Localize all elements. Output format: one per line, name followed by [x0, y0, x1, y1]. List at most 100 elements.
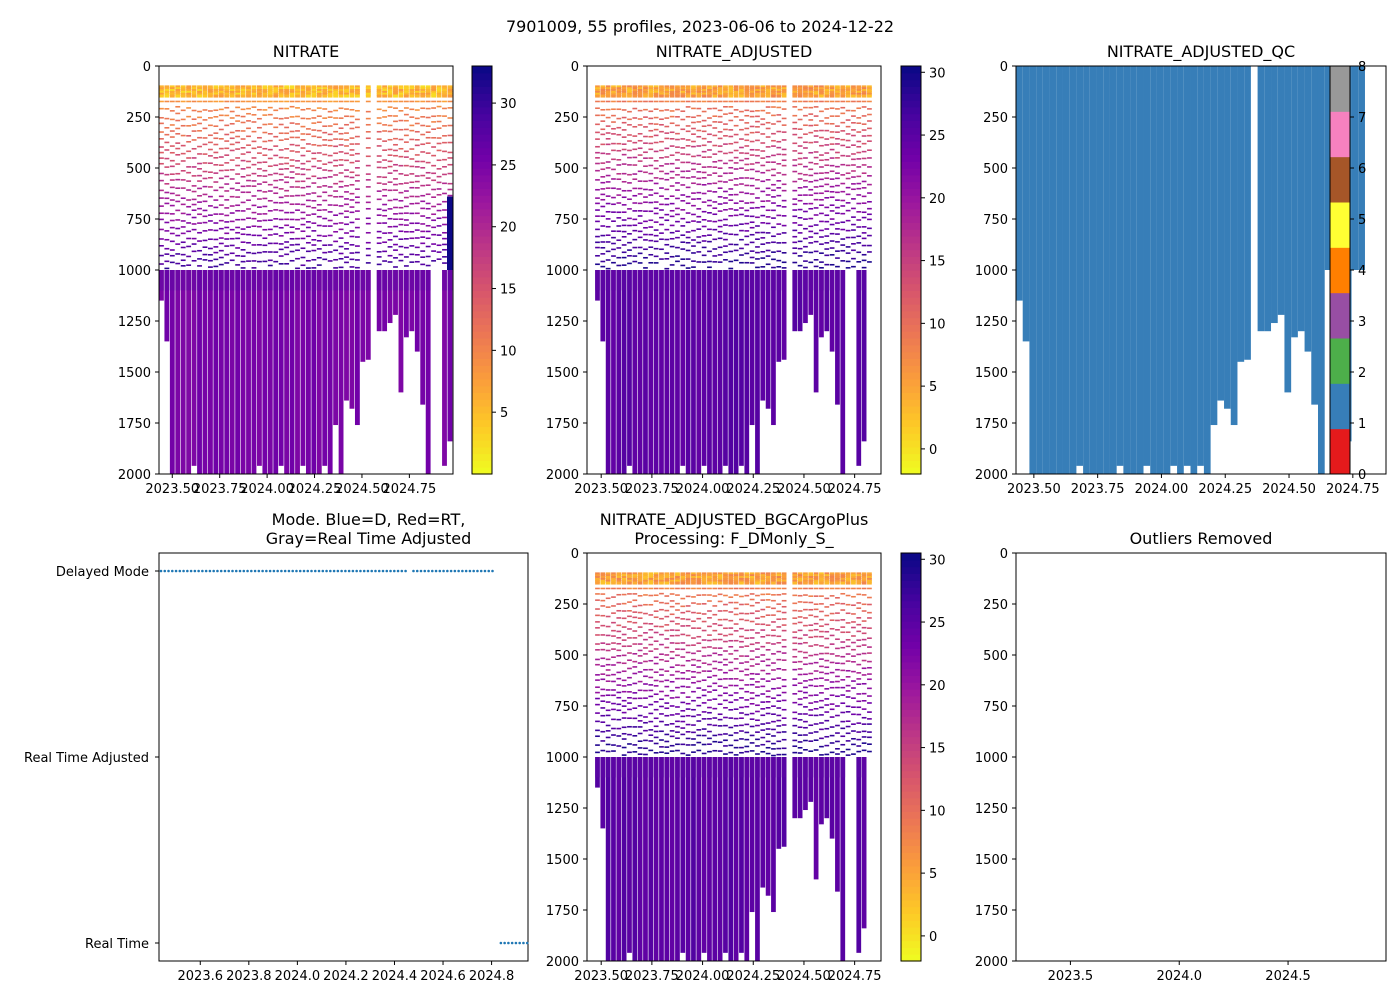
mid-sample [675, 749, 680, 752]
surface-sample [696, 572, 702, 576]
mid-sample [284, 195, 290, 197]
surface-sample [707, 90, 712, 94]
surface-sample [851, 90, 856, 94]
surface-sample [447, 87, 453, 91]
qc-profile-bar [1116, 66, 1124, 466]
mid-sample [781, 100, 787, 103]
mid-sample [744, 114, 750, 117]
mid-sample [648, 135, 654, 138]
mid-sample [669, 620, 675, 623]
mid-sample [305, 107, 311, 110]
mid-sample [605, 202, 611, 205]
deep-profile-top [840, 757, 846, 778]
mid-sample [229, 131, 235, 134]
mid-sample [164, 202, 170, 205]
mid-sample [605, 680, 611, 683]
y-tick-label: 0 [143, 60, 151, 75]
surface-sample [701, 577, 707, 581]
mid-sample [643, 267, 648, 269]
mid-sample [749, 587, 755, 590]
qc-profile-bar [1170, 66, 1178, 466]
surface-sample [685, 576, 691, 580]
mid-sample [218, 249, 224, 252]
surface-sample [749, 94, 755, 98]
mid-sample [344, 175, 349, 178]
mid-sample [648, 239, 654, 242]
mid-sample [393, 183, 398, 186]
mid-sample [632, 125, 638, 128]
mid-sample [717, 618, 723, 621]
mid-sample [213, 115, 219, 118]
mid-sample [627, 652, 632, 654]
mid-sample [749, 233, 755, 236]
mode-point [522, 941, 525, 945]
colorbar-gradient-step [901, 419, 921, 427]
surface-sample [300, 94, 306, 98]
x-tick-label: 2023.6 [178, 969, 224, 984]
surface-sample [643, 85, 648, 89]
mid-sample [760, 150, 766, 152]
surface-sample [273, 92, 279, 96]
mid-sample [600, 688, 606, 691]
mid-sample [813, 707, 819, 710]
mid-sample [776, 100, 782, 103]
mid-sample [164, 197, 170, 200]
mid-sample [659, 601, 664, 604]
mid-sample [246, 199, 251, 202]
mid-sample [829, 196, 835, 199]
mid-sample [771, 235, 776, 238]
mid-sample [164, 166, 170, 168]
mid-sample [197, 122, 202, 125]
mid-sample [322, 176, 328, 179]
surface-sample [632, 87, 638, 91]
surface-sample [627, 579, 632, 583]
surface-sample [436, 87, 442, 91]
mid-sample [829, 612, 835, 615]
deep-profile-top [771, 270, 776, 291]
mid-sample [717, 600, 723, 603]
deep-profile-top [723, 757, 728, 778]
surface-sample [723, 579, 728, 583]
mid-sample [685, 618, 691, 621]
mid-sample [867, 149, 872, 151]
colorbar-gradient-step [901, 127, 921, 135]
deep-profile-bar [278, 270, 284, 466]
surface-sample [717, 85, 723, 89]
mid-sample [797, 698, 803, 700]
mid-sample [653, 160, 659, 162]
mid-sample [632, 660, 638, 663]
deep-profile-bar [680, 270, 686, 466]
surface-sample [605, 572, 611, 576]
surface-sample [267, 94, 273, 98]
mid-sample [739, 724, 744, 727]
mid-sample [829, 604, 835, 606]
mid-sample [338, 195, 344, 198]
deep-profile-top [813, 757, 819, 778]
mid-sample [691, 239, 696, 241]
mid-sample [289, 231, 295, 234]
mid-sample [845, 267, 851, 269]
surface-sample [739, 579, 744, 583]
surface-sample [829, 576, 835, 580]
mid-sample [835, 714, 840, 717]
mid-sample [251, 172, 257, 175]
mid-sample [797, 660, 803, 663]
mid-sample [744, 655, 750, 657]
colorbar-gradient-step [472, 229, 492, 237]
mid-sample [664, 679, 670, 682]
mid-sample [354, 152, 360, 155]
mid-sample [792, 235, 798, 238]
mid-sample [701, 613, 707, 615]
surface-sample [333, 90, 339, 94]
mid-sample [728, 619, 734, 622]
surface-sample [295, 87, 300, 91]
mid-sample [707, 587, 712, 590]
mid-sample [664, 258, 670, 260]
mid-sample [669, 177, 675, 179]
mid-sample [316, 152, 322, 154]
mid-sample [808, 595, 814, 597]
mid-sample [835, 724, 840, 727]
mid-sample [627, 593, 632, 595]
mid-sample [284, 167, 290, 170]
surface-sample [273, 89, 279, 93]
